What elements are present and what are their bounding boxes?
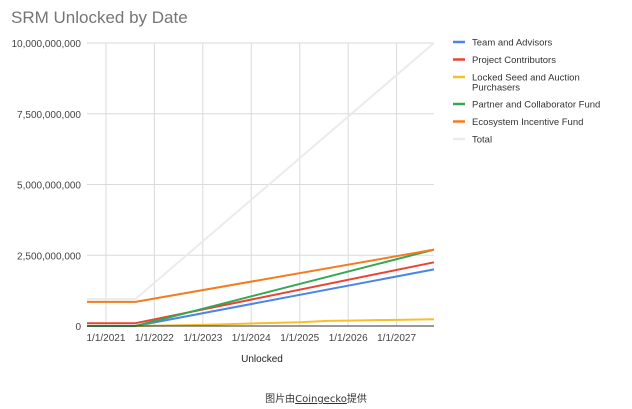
legend-label: Locked Seed and Auction Purchasers	[472, 73, 580, 94]
x-tick-label: 1/1/2024	[232, 333, 271, 344]
x-axis-title: Unlocked	[241, 354, 283, 365]
image-caption: 图片由Coingecko提供	[0, 390, 632, 405]
y-tick-label: 2,500,000,000	[17, 251, 81, 262]
x-tick-label: 1/1/2026	[329, 333, 368, 344]
chart-grid	[87, 42, 434, 326]
y-axis-tick-labels: 0 2,500,000,000 5,000,000,000 7,500,000,000…	[11, 39, 81, 333]
legend-item-total: Total	[453, 135, 492, 146]
legend-label: Ecosystem Incentive Fund	[472, 117, 583, 128]
legend-label: Total	[472, 135, 492, 146]
caption-suffix: 提供	[346, 394, 367, 405]
caption-prefix: 图片由	[265, 394, 296, 405]
y-tick-label: 10,000,000,000	[11, 39, 81, 50]
legend-label: Team and Advisors	[472, 38, 553, 49]
x-axis-tick-labels: 1/1/2021 1/1/2022 1/1/2023 1/1/2024 1/1/2025…	[86, 333, 416, 344]
legend-item-ecosystem-incentive-fund: Ecosystem Incentive Fund	[453, 117, 583, 128]
series-line-partner-and-collaborator-fund	[87, 248, 435, 327]
line-chart: SRM Unlocked by Date 0 2,500,000,000 5,000…	[11, 8, 600, 365]
series-line-project-contributors	[87, 261, 435, 325]
series-line-total	[87, 42, 435, 301]
y-tick-label: 0	[75, 322, 81, 333]
x-tick-label: 1/1/2023	[183, 333, 222, 344]
chart-title: SRM Unlocked by Date	[11, 8, 188, 27]
series-line-ecosystem-incentive-fund	[87, 248, 435, 303]
legend: Team and Advisors Project Contributors Loc…	[453, 38, 600, 146]
legend-item-partner-and-collaborator-fund: Partner and Collaborator Fund	[453, 100, 600, 111]
x-tick-label: 1/1/2027	[377, 333, 416, 344]
legend-label: Project Contributors	[472, 55, 556, 66]
x-tick-label: 1/1/2021	[86, 333, 125, 344]
coingecko-link[interactable]: Coingecko	[295, 394, 347, 405]
x-tick-label: 1/1/2022	[135, 333, 174, 344]
legend-item-project-contributors: Project Contributors	[453, 55, 556, 66]
x-tick-label: 1/1/2025	[280, 333, 319, 344]
legend-item-team-and-advisors: Team and Advisors	[453, 38, 553, 49]
y-tick-label: 5,000,000,000	[17, 181, 81, 192]
y-tick-label: 7,500,000,000	[17, 110, 81, 121]
legend-label: Partner and Collaborator Fund	[472, 100, 600, 111]
legend-item-locked-seed-and-auction-purchasers: Locked Seed and Auction Purchasers	[453, 73, 580, 94]
